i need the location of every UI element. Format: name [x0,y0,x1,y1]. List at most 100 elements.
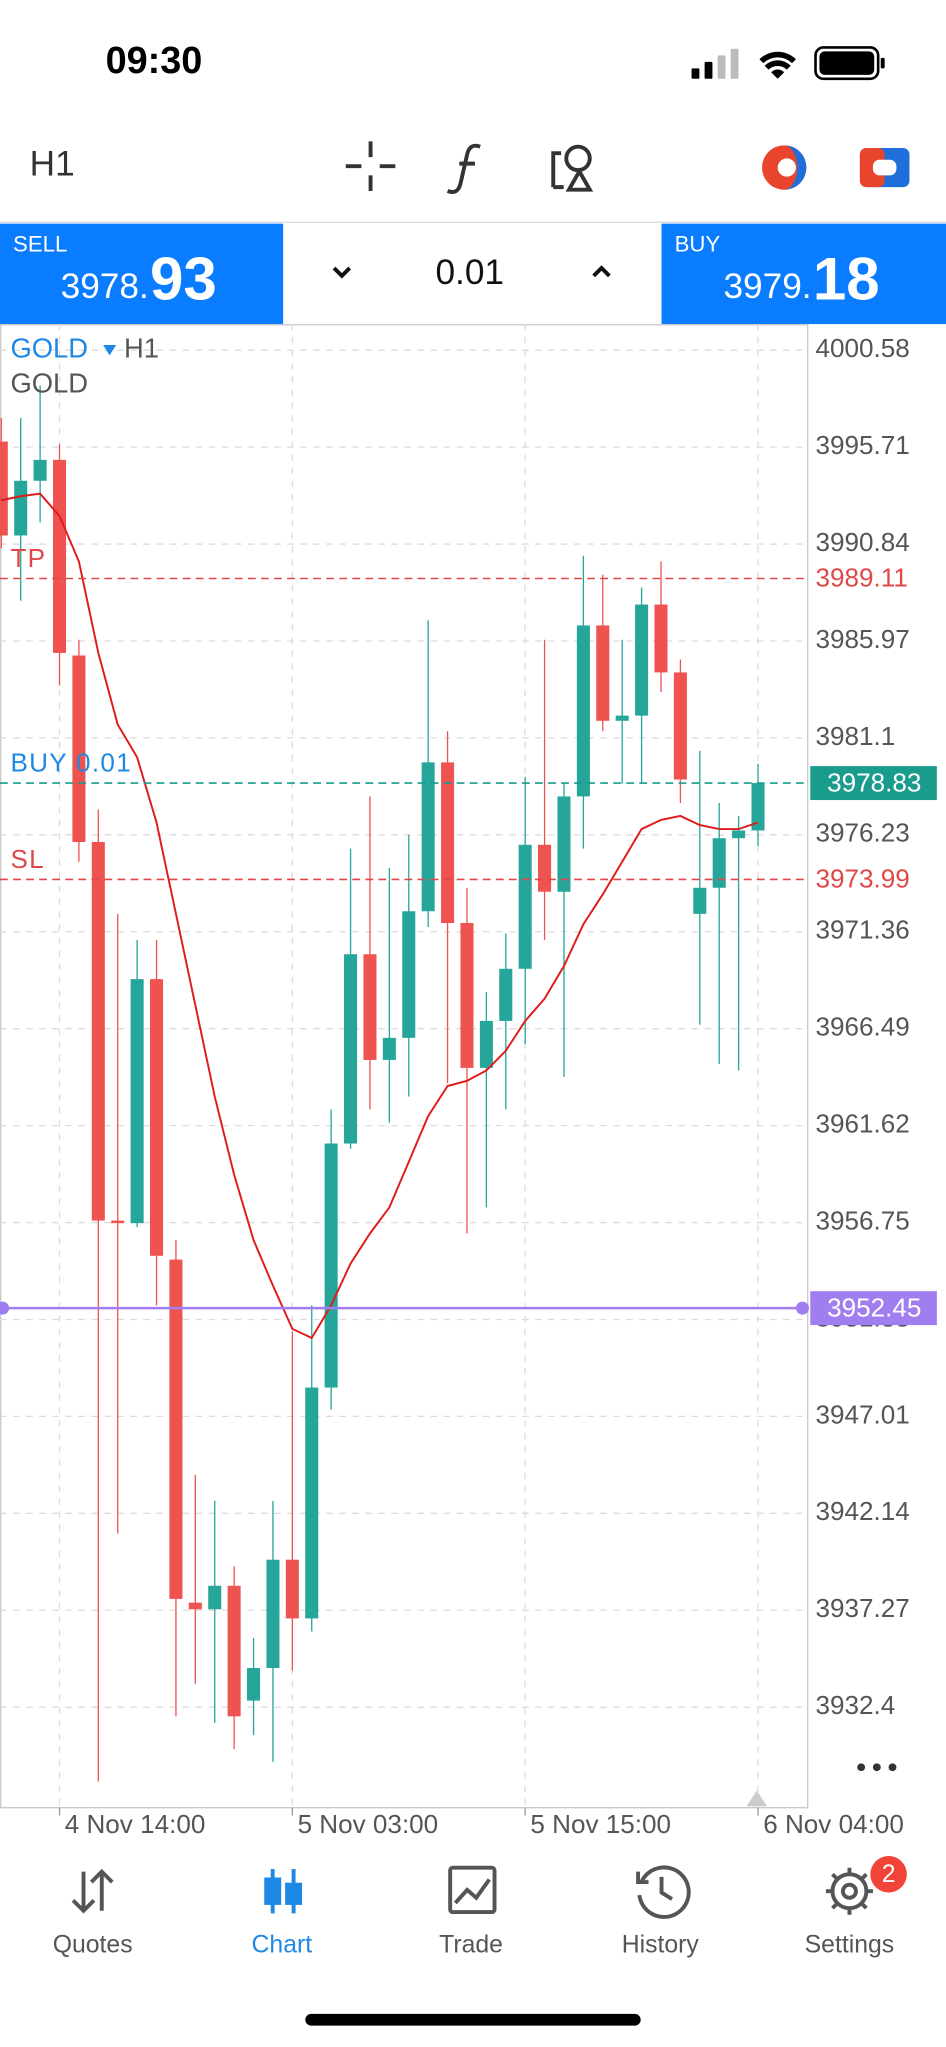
sell-price-tail: 93 [150,246,217,313]
price-line-value: 3978.83 [827,767,921,797]
x-tick-label: 5 Nov 03:00 [298,1809,439,1839]
y-tick-label: 3956.75 [816,1205,910,1235]
candle-body [266,1559,280,1668]
trade-icon[interactable] [448,1865,497,1915]
candle-body [460,923,474,1068]
candle-body [208,1585,222,1610]
status-icons [691,46,885,81]
candle-body [673,672,687,780]
candle-body [654,604,668,673]
y-tick-label: 3932.4 [816,1690,896,1720]
status-time: 09:30 [106,40,203,82]
candle-body [52,459,67,653]
more-icon[interactable] [857,1763,897,1772]
symbol-label[interactable]: GOLD [10,332,88,363]
grid [0,324,808,1808]
candle-body [732,830,746,839]
candle-body [421,762,435,912]
sell-button[interactable] [0,223,284,325]
lot-value[interactable]: 0.01 [435,253,504,292]
y-tick-label: 4000.58 [816,333,910,363]
price-line-box [810,766,937,801]
tab-label[interactable]: Quotes [53,1932,133,1959]
buy-label: BUY [675,232,721,257]
moving-average-line [1,492,759,1340]
plot [0,385,808,1782]
price-line-value: 3989.11 [816,563,908,593]
lot-increase[interactable] [592,265,611,278]
candle-body [479,1020,493,1068]
y-tick-label: 3985.97 [816,624,910,654]
alert-value: 3952.45 [827,1292,921,1322]
candle-body [441,762,455,924]
candle-body [305,1387,319,1619]
quotes-icon[interactable] [71,1868,114,1914]
tab-label[interactable]: Trade [439,1932,503,1959]
price-line-label: SL [10,844,45,874]
alert-handle[interactable] [0,1301,10,1315]
candle-body [635,604,649,716]
account-icon[interactable] [762,145,807,190]
one-click-icon[interactable] [859,147,910,188]
candle-body [693,887,707,914]
x-tick-label: 6 Nov 04:00 [763,1809,904,1839]
price-line-value: 3973.99 [816,864,910,894]
alert-handle[interactable] [795,1301,809,1315]
indicator-label: GOLD [10,368,88,399]
y-tick-label: 3976.23 [816,818,910,848]
candle-body [33,459,47,481]
candle-body [402,911,416,1038]
y-tick-label: 3990.84 [816,527,910,557]
settings-icon[interactable] [825,1867,873,1915]
buy-price-head: 3979. [723,267,811,306]
price-line-label: BUY 0.01 [10,748,132,778]
lot-decrease[interactable] [332,266,352,279]
candle-body [576,625,590,797]
tab-label[interactable]: History [622,1932,700,1959]
y-tick-label: 3947.01 [816,1399,910,1429]
buy-button[interactable] [661,223,946,325]
sell-label: SELL [13,232,67,257]
y-tick-label: 3937.27 [816,1593,910,1623]
tab-label[interactable]: Chart [252,1932,313,1959]
candle-body [538,844,552,892]
timeframe-label: H1 [124,332,159,363]
candle-body [363,954,377,1060]
candle-body [285,1559,299,1619]
axes: 4000.58 3995.71 3990.84 3985.97 3981.1 3976.2… [0,333,937,1839]
y-tick-label: 3966.49 [816,1012,910,1042]
candle-body [247,1667,261,1701]
shift-marker[interactable] [746,1790,768,1807]
candle-body [712,838,726,888]
settings-badge-count: 2 [882,1861,896,1888]
candle-body [227,1585,241,1717]
y-tick-label: 3942.14 [816,1496,910,1526]
crosshair-icon[interactable] [345,141,396,192]
symbol-dropdown[interactable] [103,344,117,356]
indicator-icon[interactable] [446,143,481,194]
candle-body [169,1259,183,1599]
toolbar-timeframe[interactable]: H1 [30,145,75,184]
candle-body [344,954,358,1144]
y-tick-label: 3995.71 [816,430,910,460]
x-tick-label: 5 Nov 15:00 [530,1809,671,1839]
x-tick-label: 4 Nov 14:00 [65,1809,206,1839]
candle-body [557,796,571,892]
candle-body [596,625,610,721]
y-tick-label: 3981.1 [816,721,896,751]
candle-body [382,1037,396,1060]
plot-frame [0,324,809,1809]
tab-label[interactable]: Settings [805,1932,895,1959]
chart-icon[interactable] [264,1869,303,1914]
candle-body [751,783,765,831]
objects-icon[interactable] [551,144,594,192]
candle-body [150,979,164,1256]
history-icon[interactable] [636,1865,691,1919]
price-line-label: TP [10,543,46,573]
candle-body [0,441,8,536]
candle-body [14,480,28,536]
settings-badge [870,1855,907,1893]
alert-box [810,1291,937,1326]
